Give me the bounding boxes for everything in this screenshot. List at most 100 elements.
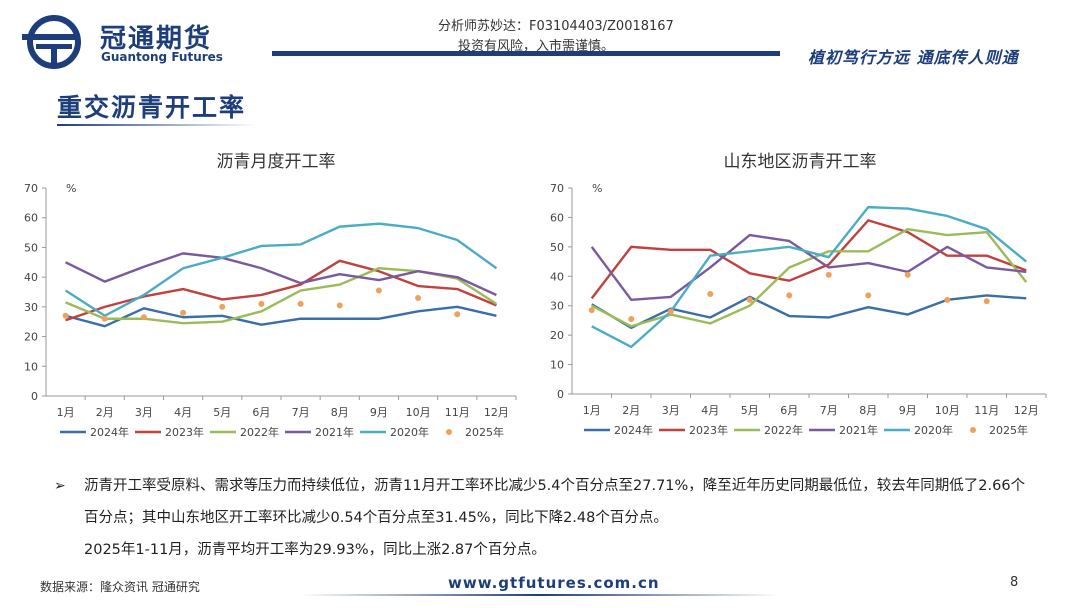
data-point-2025年 (219, 303, 226, 310)
page-number: 8 (1010, 575, 1019, 590)
legend-label: 2022年 (764, 423, 803, 437)
x-tick-label: 11月 (974, 404, 999, 417)
data-point-2025年 (707, 290, 714, 297)
legend-label: 2024年 (614, 423, 653, 437)
y-tick-label: 50 (24, 241, 38, 254)
series-line-2023年 (590, 219, 1027, 300)
y-tick-label: 10 (24, 360, 38, 373)
x-tick-label: 9月 (899, 404, 917, 417)
chart-title: 山东地区沥青开工率 (724, 152, 877, 172)
x-tick-label: 4月 (174, 406, 192, 419)
chart-shandong-operating-rate: 山东地区沥青开工率 0 10 20 30 40 50 60 70 % 1月 2月 3月 4月 5月 6月 7月 8… (550, 152, 1047, 437)
chart-title: 沥青月度开工率 (217, 152, 336, 172)
data-point-2025年 (454, 311, 461, 318)
x-tick-label: 4月 (701, 404, 719, 417)
x-tick-label: 1月 (57, 406, 75, 419)
y-tick-label: 60 (550, 211, 564, 224)
data-point-2025年 (375, 287, 382, 294)
data-point-2025年 (667, 308, 674, 315)
legend-label: 2021年 (315, 425, 354, 439)
data-point-2025年 (786, 292, 793, 299)
data-point-2025年 (140, 314, 147, 321)
brand-name-cn: 冠通期货 (100, 24, 213, 54)
data-point-2025年 (180, 309, 187, 316)
data-point-2025年 (588, 307, 595, 314)
bullet-arrow-icon: ➢ (54, 478, 66, 494)
x-tick-label: 12月 (484, 406, 509, 419)
x-tick-label: 8月 (859, 404, 877, 417)
y-tick-label: 70 (24, 182, 38, 195)
data-point-2025年 (415, 294, 422, 301)
legend-label: 2020年 (914, 423, 953, 437)
legend-label: 2025年 (989, 423, 1028, 437)
analysis-paragraph-1: 沥青开工率受原料、需求等压力而持续低位，沥青11月开工率环比减少5.4个百分点至… (84, 478, 1026, 526)
risk-warning: 投资有风险，入市需谨慎。 (458, 39, 615, 54)
x-tick-label: 10月 (406, 406, 431, 419)
data-point-2025年 (904, 271, 911, 278)
analyst-info: 分析师苏妙达：F03104403/Z0018167 (438, 19, 674, 34)
x-tick-label: 7月 (820, 404, 838, 417)
x-tick-label: 8月 (331, 406, 349, 419)
series-line-2022年 (591, 227, 1028, 328)
y-tick-label: 60 (24, 212, 38, 225)
y-tick-label: 40 (550, 270, 564, 283)
legend-marker (446, 429, 452, 435)
x-tick-label: 1月 (583, 404, 601, 417)
footer-divider (300, 594, 780, 596)
data-point-2025年 (746, 296, 753, 303)
x-tick-label: 5月 (213, 406, 231, 419)
company-logo-icon (22, 15, 81, 69)
x-tick-label: 12月 (1014, 404, 1039, 417)
y-axis-unit: % (592, 182, 602, 195)
x-tick-label: 5月 (741, 404, 759, 417)
series-line-2020年 (591, 205, 1028, 349)
y-tick-label: 50 (550, 241, 564, 254)
y-axis-unit: % (66, 182, 76, 195)
x-tick-label: 6月 (780, 404, 798, 417)
series-line-2024年 (65, 305, 497, 328)
x-tick-label: 9月 (370, 406, 388, 419)
x-tick-label: 7月 (292, 406, 310, 419)
data-point-2025年 (297, 300, 304, 307)
title-underline (57, 124, 257, 126)
legend-marker (970, 427, 976, 433)
x-tick-label: 6月 (252, 406, 270, 419)
data-point-2025年 (628, 315, 635, 322)
x-tick-label: 11月 (445, 406, 470, 419)
chart-monthly-operating-rate: 沥青月度开工率 0 10 20 30 40 50 60 70 % 1月 2月 3月 4月 5月 6月 7月 8月 9… (24, 152, 517, 439)
data-point-2025年 (944, 296, 951, 303)
y-tick-label: 30 (24, 301, 38, 314)
series-line-2020年 (64, 222, 498, 317)
legend-label: 2021年 (839, 423, 878, 437)
chart-1-plot: 山东地区沥青开工率 0 10 20 30 40 50 60 70 % 1月 2月 3月 4月 5月 6月 7月 8… (550, 152, 1047, 437)
series-line-2024年 (591, 294, 1027, 329)
y-tick-label: 20 (550, 329, 564, 342)
series-line-2021年 (65, 252, 497, 297)
website-link[interactable]: www.gtfutures.com.cn (448, 574, 660, 592)
x-tick-label: 2月 (622, 404, 640, 417)
legend-label: 2025年 (465, 425, 504, 439)
data-point-2025年 (336, 302, 343, 309)
data-point-2025年 (983, 298, 990, 305)
analysis-paragraph-2: 2025年1-11月，沥青平均开工率为29.93%，同比上涨2.87个百分点。 (84, 542, 546, 558)
data-point-2025年 (101, 315, 108, 322)
x-tick-label: 10月 (935, 404, 960, 417)
legend-label: 2020年 (390, 425, 429, 439)
y-tick-label: 30 (550, 300, 564, 313)
y-tick-label: 70 (550, 182, 564, 195)
legend-label: 2022年 (240, 425, 279, 439)
brand-name-en: Guantong Futures (101, 50, 223, 64)
page-title: 重交沥青开工率 (57, 93, 247, 122)
data-point-2025年 (62, 312, 69, 319)
y-tick-label: 40 (24, 271, 38, 284)
data-source: 数据来源：隆众资讯 冠通研究 (40, 580, 200, 594)
y-tick-label: 0 (31, 390, 38, 403)
y-tick-label: 20 (24, 331, 38, 344)
header-divider (272, 51, 780, 56)
y-tick-label: 0 (557, 388, 564, 401)
chart-0-plot: 沥青月度开工率 0 10 20 30 40 50 60 70 % 1月 2月 3月 4月 5月 6月 7月 8月 9… (24, 152, 517, 439)
legend-label: 2023年 (689, 423, 728, 437)
series-line-2021年 (590, 233, 1027, 302)
legend-label: 2024年 (90, 425, 129, 439)
data-point-2025年 (825, 271, 832, 278)
